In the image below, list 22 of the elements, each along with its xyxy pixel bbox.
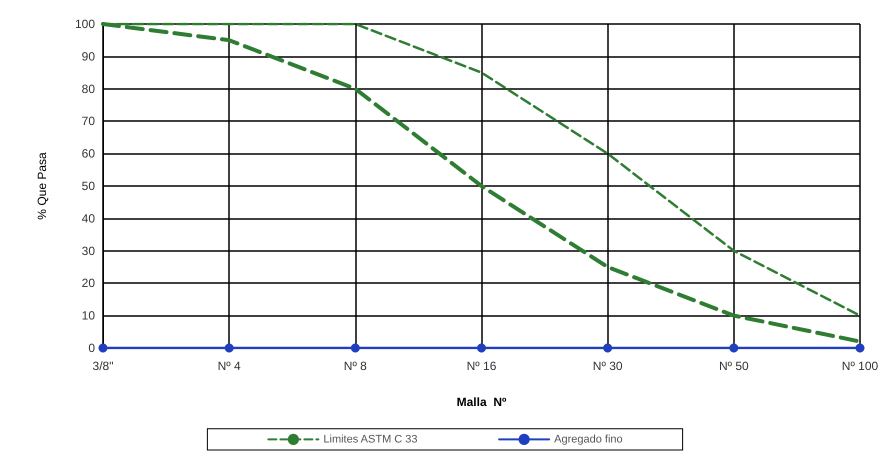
y-tick-label: 70 <box>82 114 96 128</box>
y-tick-label: 100 <box>74 17 96 31</box>
y-axis-title: % Que Pasa <box>35 152 49 220</box>
y-tick-label: 60 <box>82 146 96 161</box>
x-tick-label: Nº 30 <box>592 359 623 373</box>
x-tick-label: Nº 4 <box>218 359 242 373</box>
y-tick-label: 50 <box>82 179 96 193</box>
y-tick-label: 40 <box>82 211 96 226</box>
y-tick-label: 20 <box>82 276 96 290</box>
y-tick-label: 0 <box>88 341 96 355</box>
y-tick-label: 90 <box>82 49 96 64</box>
x-tick-label: Nº 16 <box>466 359 497 373</box>
x-tick-label: 3/8" <box>92 359 114 373</box>
x-axis-title: Malla Nº <box>456 395 507 409</box>
x-tick-label: Nº 8 <box>344 359 368 373</box>
x-tick-label: Nº 100 <box>842 359 879 373</box>
y-tick-label: 80 <box>82 82 96 96</box>
legend-label: Agregado fino <box>554 433 623 446</box>
x-tick-label: Nº 50 <box>718 359 750 373</box>
y-tick-label: 30 <box>82 244 96 258</box>
legend-label: Limites ASTM C 33 <box>323 433 418 446</box>
y-tick-label: 10 <box>82 308 96 323</box>
